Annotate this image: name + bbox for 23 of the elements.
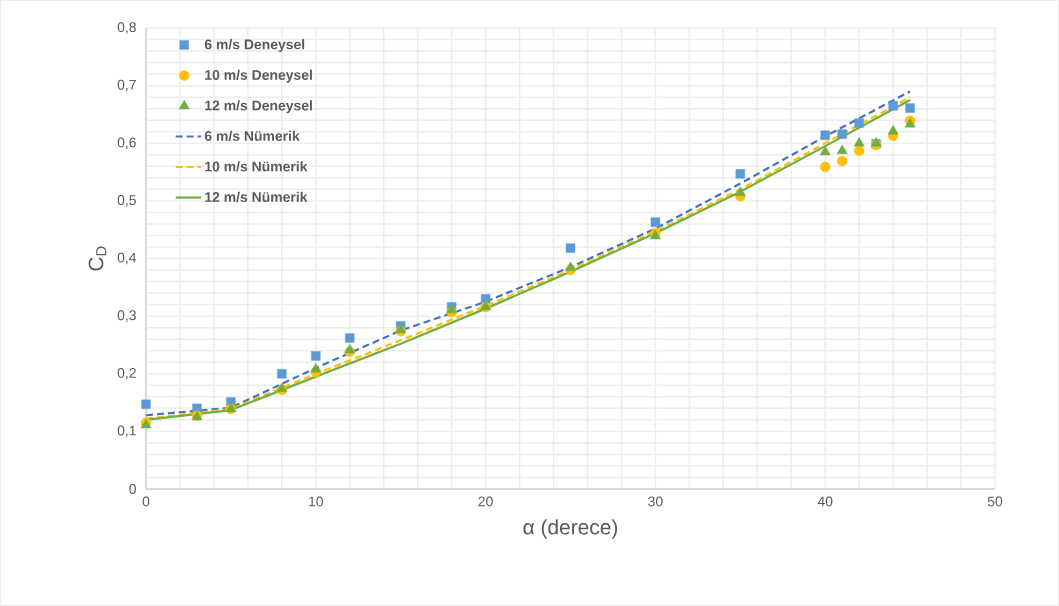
- x-tick-label: 30: [648, 496, 663, 507]
- legend-label: 6 m/s Nümerik: [204, 130, 300, 142]
- y-tick-label: 0,7: [117, 79, 136, 92]
- y-tick-label: 0,4: [117, 252, 137, 265]
- x-tick-label: 20: [478, 496, 493, 507]
- y-tick-label: 0: [129, 484, 136, 494]
- y-axis-title: C$_{D}$: [88, 246, 107, 271]
- x-axis-title: α (derece): [523, 519, 618, 539]
- y-tick-label: 0,6: [117, 137, 136, 150]
- x-tick-label: 0: [142, 496, 150, 507]
- y-tick-label: 0,3: [117, 310, 136, 322]
- legend-label: 10 m/s Nümerik: [205, 161, 308, 172]
- x-tick-label: 40: [817, 496, 833, 507]
- x-tick-label: 10: [309, 496, 324, 507]
- legend-label: 12 m/s Deneysel: [205, 100, 312, 114]
- legend-label: 6 m/s Deneysel: [204, 39, 305, 53]
- y-tick-label: 0,5: [117, 195, 136, 207]
- legend-label: 12 m/s Nümerik: [205, 191, 308, 203]
- y-tick-label: 0,2: [117, 367, 136, 380]
- legend-label: 10 m/s Deneysel: [205, 69, 312, 83]
- y-tick-label: 0,8: [117, 22, 136, 34]
- x-tick-label: 50: [987, 496, 1003, 507]
- y-tick-label: 0,1: [117, 425, 136, 438]
